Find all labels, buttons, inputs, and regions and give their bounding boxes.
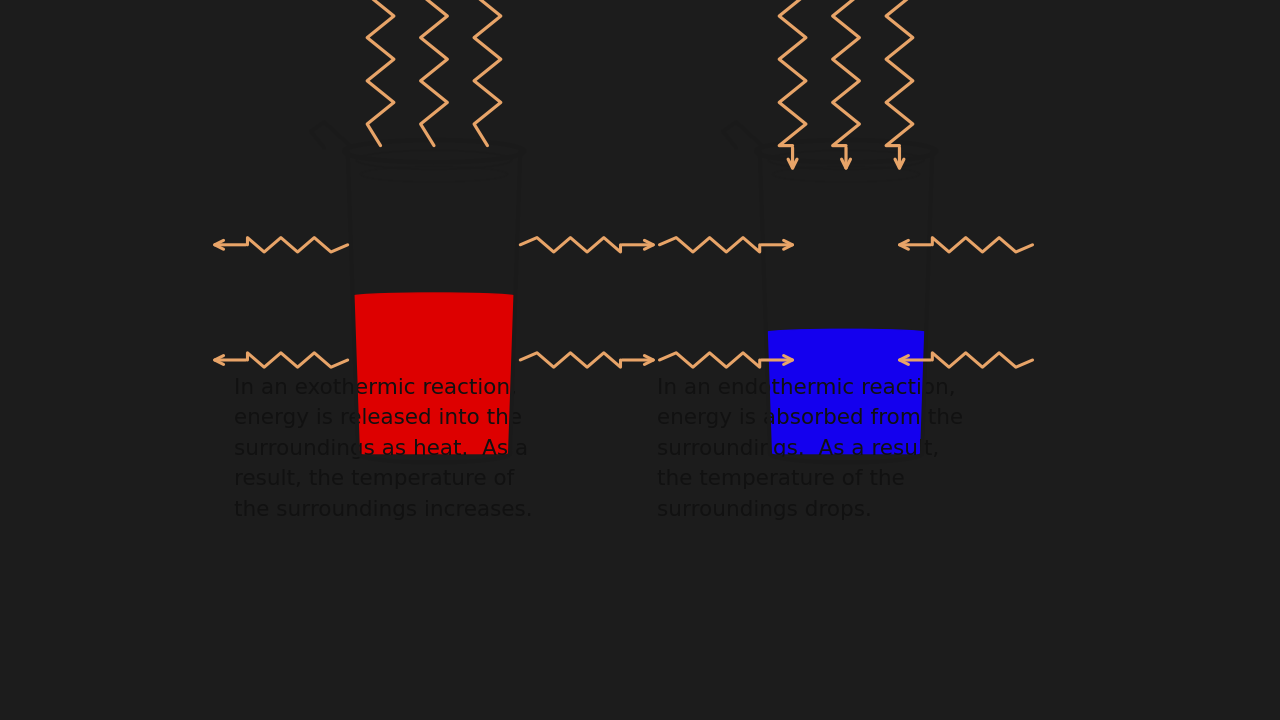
Polygon shape [353,297,516,454]
Text: In an exothermic reaction,
energy is released into the
surroundings as heat.  As: In an exothermic reaction, energy is rel… [233,378,532,520]
Polygon shape [765,333,927,454]
Ellipse shape [353,293,516,300]
Ellipse shape [765,329,927,336]
Text: In an endothermic reaction,
energy is absorbed from the
surroundings.  As a resu: In an endothermic reaction, energy is ab… [657,378,963,520]
